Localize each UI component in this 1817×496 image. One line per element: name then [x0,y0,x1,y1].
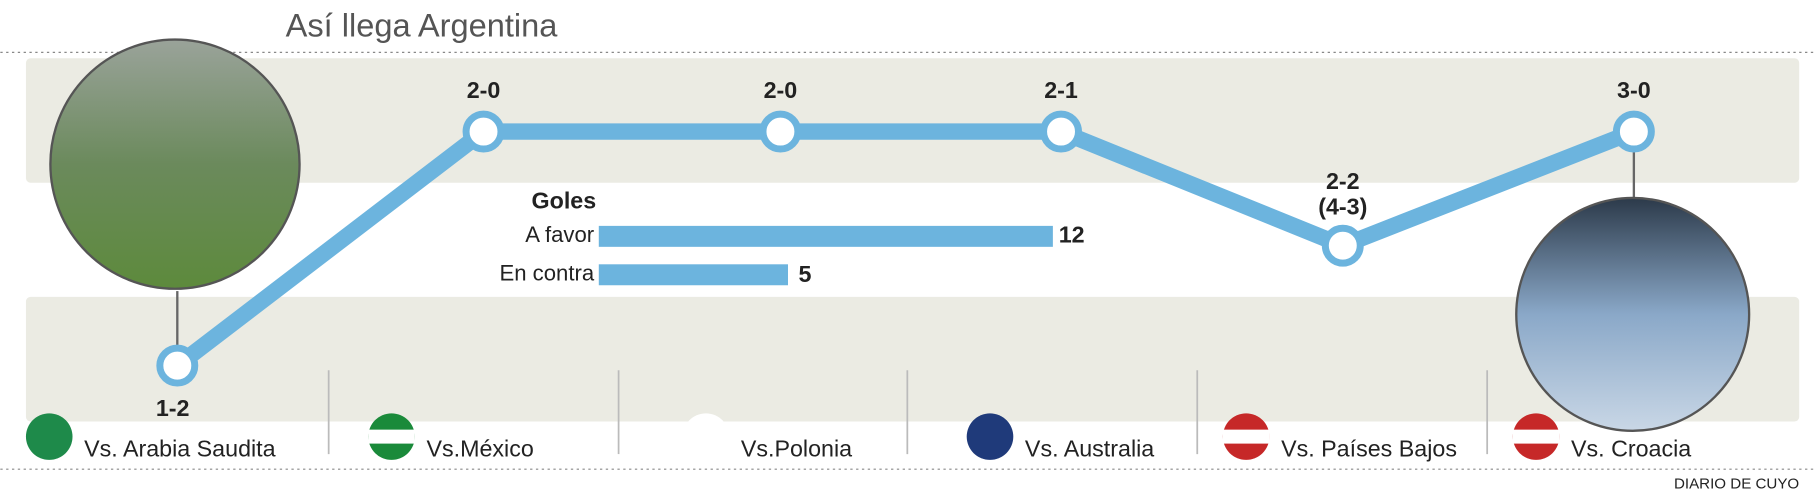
result-point [1612,110,1655,153]
bar [598,264,788,286]
flag-stripe [682,429,730,444]
result-label: 2-0 [764,77,798,103]
source: DIARIO DE CUYO [1674,475,1799,492]
result-point [759,110,802,153]
bar-value: 5 [798,261,811,287]
photo [1515,196,1751,432]
result-label: 2-1 [1044,77,1078,103]
opponent-label: Vs.Polonia [741,436,852,462]
bar-value: 12 [1059,222,1085,248]
flag-stripe [1222,429,1270,444]
flag [966,413,1014,460]
result-label: 1-2 [156,395,190,421]
result-label: 2-2 [1326,168,1360,194]
penalties-label: (4-3) [1318,194,1367,220]
bar-label: En contra [499,261,594,286]
result-point [462,110,505,153]
bar-label: A favor [525,222,594,247]
opponent-label: Vs. Arabia Saudita [84,436,275,462]
flag-stripe [1512,429,1560,444]
flag [25,413,73,460]
opponent-label: Vs. Croacia [1571,436,1691,462]
bar [598,225,1053,247]
opponent-label: Vs. Australia [1025,436,1154,462]
flag-stripe [368,429,415,444]
photo [49,38,301,290]
result-line [172,123,1637,373]
result-label: 2-0 [467,77,501,103]
result-point [156,344,199,387]
result-point [1040,110,1082,153]
opponent-label: Vs. Países Bajos [1281,436,1457,462]
result-label: 3-0 [1617,77,1651,103]
opponent-label: Vs.México [426,436,533,462]
result-point [1321,224,1364,267]
band [25,296,1800,422]
title: Así llega Argentina [286,7,559,44]
goals-title: Goles [532,188,597,214]
